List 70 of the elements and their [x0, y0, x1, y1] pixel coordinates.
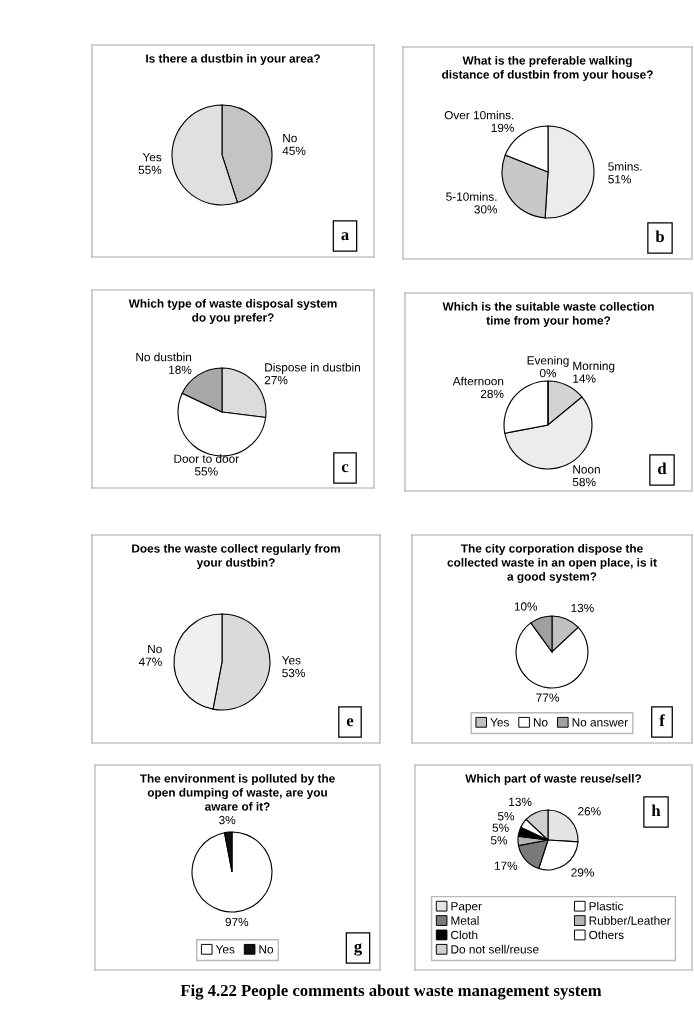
data-label: 19%: [491, 123, 514, 133]
chart-title: The environment is polluted by the open dumping of waste, are you aware of it?: [139, 774, 335, 811]
text: 0%: [539, 368, 557, 378]
data-label: 55%: [138, 165, 162, 175]
legend-label: Yes: [490, 718, 509, 727]
data-label: 58%: [572, 477, 596, 487]
data-label: 13%: [509, 797, 532, 806]
data-label: 55%: [194, 467, 218, 476]
data-label: 13%: [571, 603, 594, 613]
text: g: [354, 943, 363, 956]
data-label: 26%: [578, 807, 601, 816]
slice-label: Dispose in dustbin: [265, 362, 360, 374]
legend-label: Cloth: [451, 930, 478, 940]
data-label: 30%: [474, 205, 498, 214]
data-label: 27%: [264, 375, 288, 385]
chart-title: The city corporation dispose the collected waste in an open place, is it a good system?: [447, 544, 657, 584]
slice-label: Over 10mins.: [444, 110, 514, 120]
slice-label: Door to door: [174, 454, 239, 463]
legend-label: Plastic: [589, 901, 624, 911]
text: e: [346, 718, 354, 727]
data-label: 97%: [225, 917, 249, 927]
data-label: 17%: [494, 861, 518, 870]
slice-label: Noon: [573, 465, 600, 474]
data-label: 18%: [169, 365, 192, 374]
slice-label: Morning: [573, 361, 615, 373]
legend-label: Others: [589, 930, 624, 940]
chart-title: What is the preferable walking distance of dustbin from your house?: [442, 56, 653, 82]
text: f: [659, 714, 665, 727]
data-label: 29%: [571, 868, 594, 877]
legend-label: No answer: [572, 718, 628, 727]
data-label: 53%: [282, 668, 305, 678]
text: h: [651, 804, 661, 817]
category-label: Evening: [527, 355, 569, 367]
data-label: 3%: [219, 815, 236, 825]
data-label: 47%: [138, 657, 162, 666]
chart-title: Which is the suitable waste collection time from your home?: [442, 302, 654, 327]
legend-label: No: [259, 945, 274, 954]
text: c: [341, 464, 349, 473]
legend-label: Yes: [215, 945, 235, 954]
data-label: 10%: [514, 602, 538, 611]
slice-label: 5mins.: [608, 162, 642, 171]
data-label: 5%: [497, 812, 515, 821]
data-label: 45%: [282, 146, 306, 155]
slice-label: Afternoon: [452, 376, 504, 386]
caption: Fig 4.22 People comments about waste management system: [180, 984, 602, 1000]
slice-label: No: [148, 644, 162, 654]
slice-label: No dustbin: [136, 352, 192, 362]
data-label: 28%: [480, 389, 504, 399]
text: a: [341, 232, 349, 241]
chart-title: Does the waste collect regularly from your dustbin?: [132, 544, 340, 570]
legend-label: Metal: [451, 916, 479, 925]
data-label: 51%: [608, 175, 631, 184]
slice-label: Yes: [142, 153, 162, 162]
data-label: 5%: [490, 836, 508, 845]
chart-title: Which type of waste disposal system do you prefer?: [128, 299, 337, 324]
slice-label: No: [283, 134, 297, 143]
data-label: 77%: [536, 693, 559, 702]
pie-slice: [191, 831, 273, 913]
legend-label: Do not sell/reuse: [451, 944, 539, 954]
slice-label: 5-10mins.: [446, 192, 497, 201]
data-label: 14%: [573, 374, 596, 383]
legend-label: Paper: [451, 902, 482, 913]
data-label: 5%: [492, 823, 509, 832]
text: d: [658, 462, 667, 475]
legend-label: No: [533, 718, 548, 727]
chart-title: Which part of waste reuse/sell?: [465, 774, 642, 785]
chart-title: Is there a dustbin in your area?: [146, 54, 320, 65]
slice-label: Yes: [281, 656, 301, 665]
text: b: [655, 230, 664, 243]
legend-label: Rubber/Leather: [589, 916, 671, 925]
